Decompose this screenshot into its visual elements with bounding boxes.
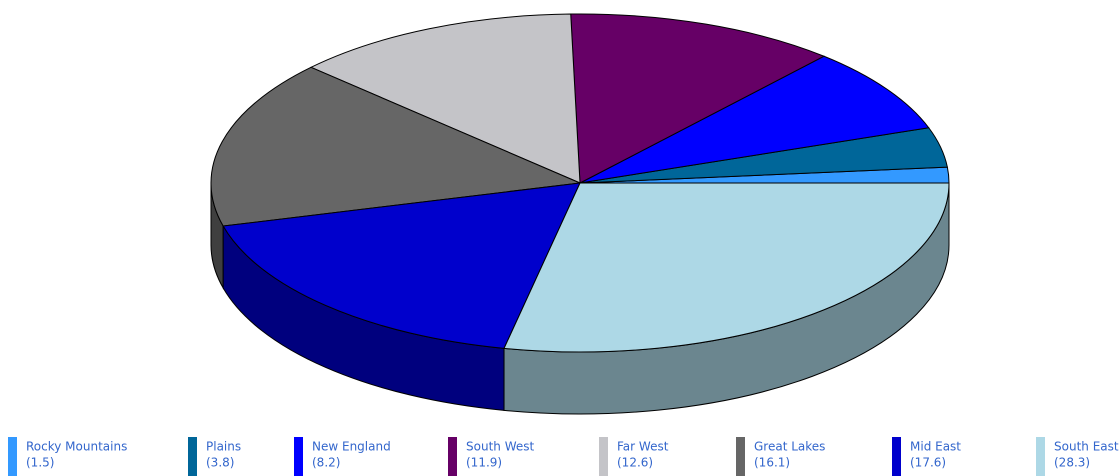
slice <box>222 182 581 349</box>
legend-value: (17.6) <box>910 456 946 470</box>
legend-value: (3.8) <box>206 456 234 470</box>
legend-value: (12.6) <box>617 456 653 470</box>
legend-swatch <box>599 437 608 476</box>
legend-label: Mid East <box>910 440 961 454</box>
slice <box>579 55 930 184</box>
legend-value: (8.2) <box>312 456 340 470</box>
legend-label: Rocky Mountains <box>26 440 127 454</box>
legend-label: Far West <box>617 440 669 454</box>
legend-value: (1.5) <box>26 456 54 470</box>
slice <box>503 182 950 353</box>
legend-swatch <box>294 437 303 476</box>
legend-label: New England <box>312 440 391 454</box>
slice <box>570 13 826 184</box>
legend-value: (28.3) <box>1054 456 1090 470</box>
legend-swatch <box>736 437 745 476</box>
legend-label: Great Lakes <box>754 440 825 454</box>
legend-swatch <box>448 437 457 476</box>
legend-swatch <box>188 437 197 476</box>
legend-value: (11.9) <box>466 456 502 470</box>
legend-label: Plains <box>206 440 241 454</box>
legend-label: South East <box>1054 440 1119 454</box>
legend-value: (16.1) <box>754 456 790 470</box>
slice <box>210 66 582 227</box>
legend-swatch <box>892 437 901 476</box>
legend-swatch <box>8 437 17 476</box>
legend-swatch <box>1036 437 1045 476</box>
legend-label: South West <box>466 440 534 454</box>
slice <box>309 13 581 184</box>
